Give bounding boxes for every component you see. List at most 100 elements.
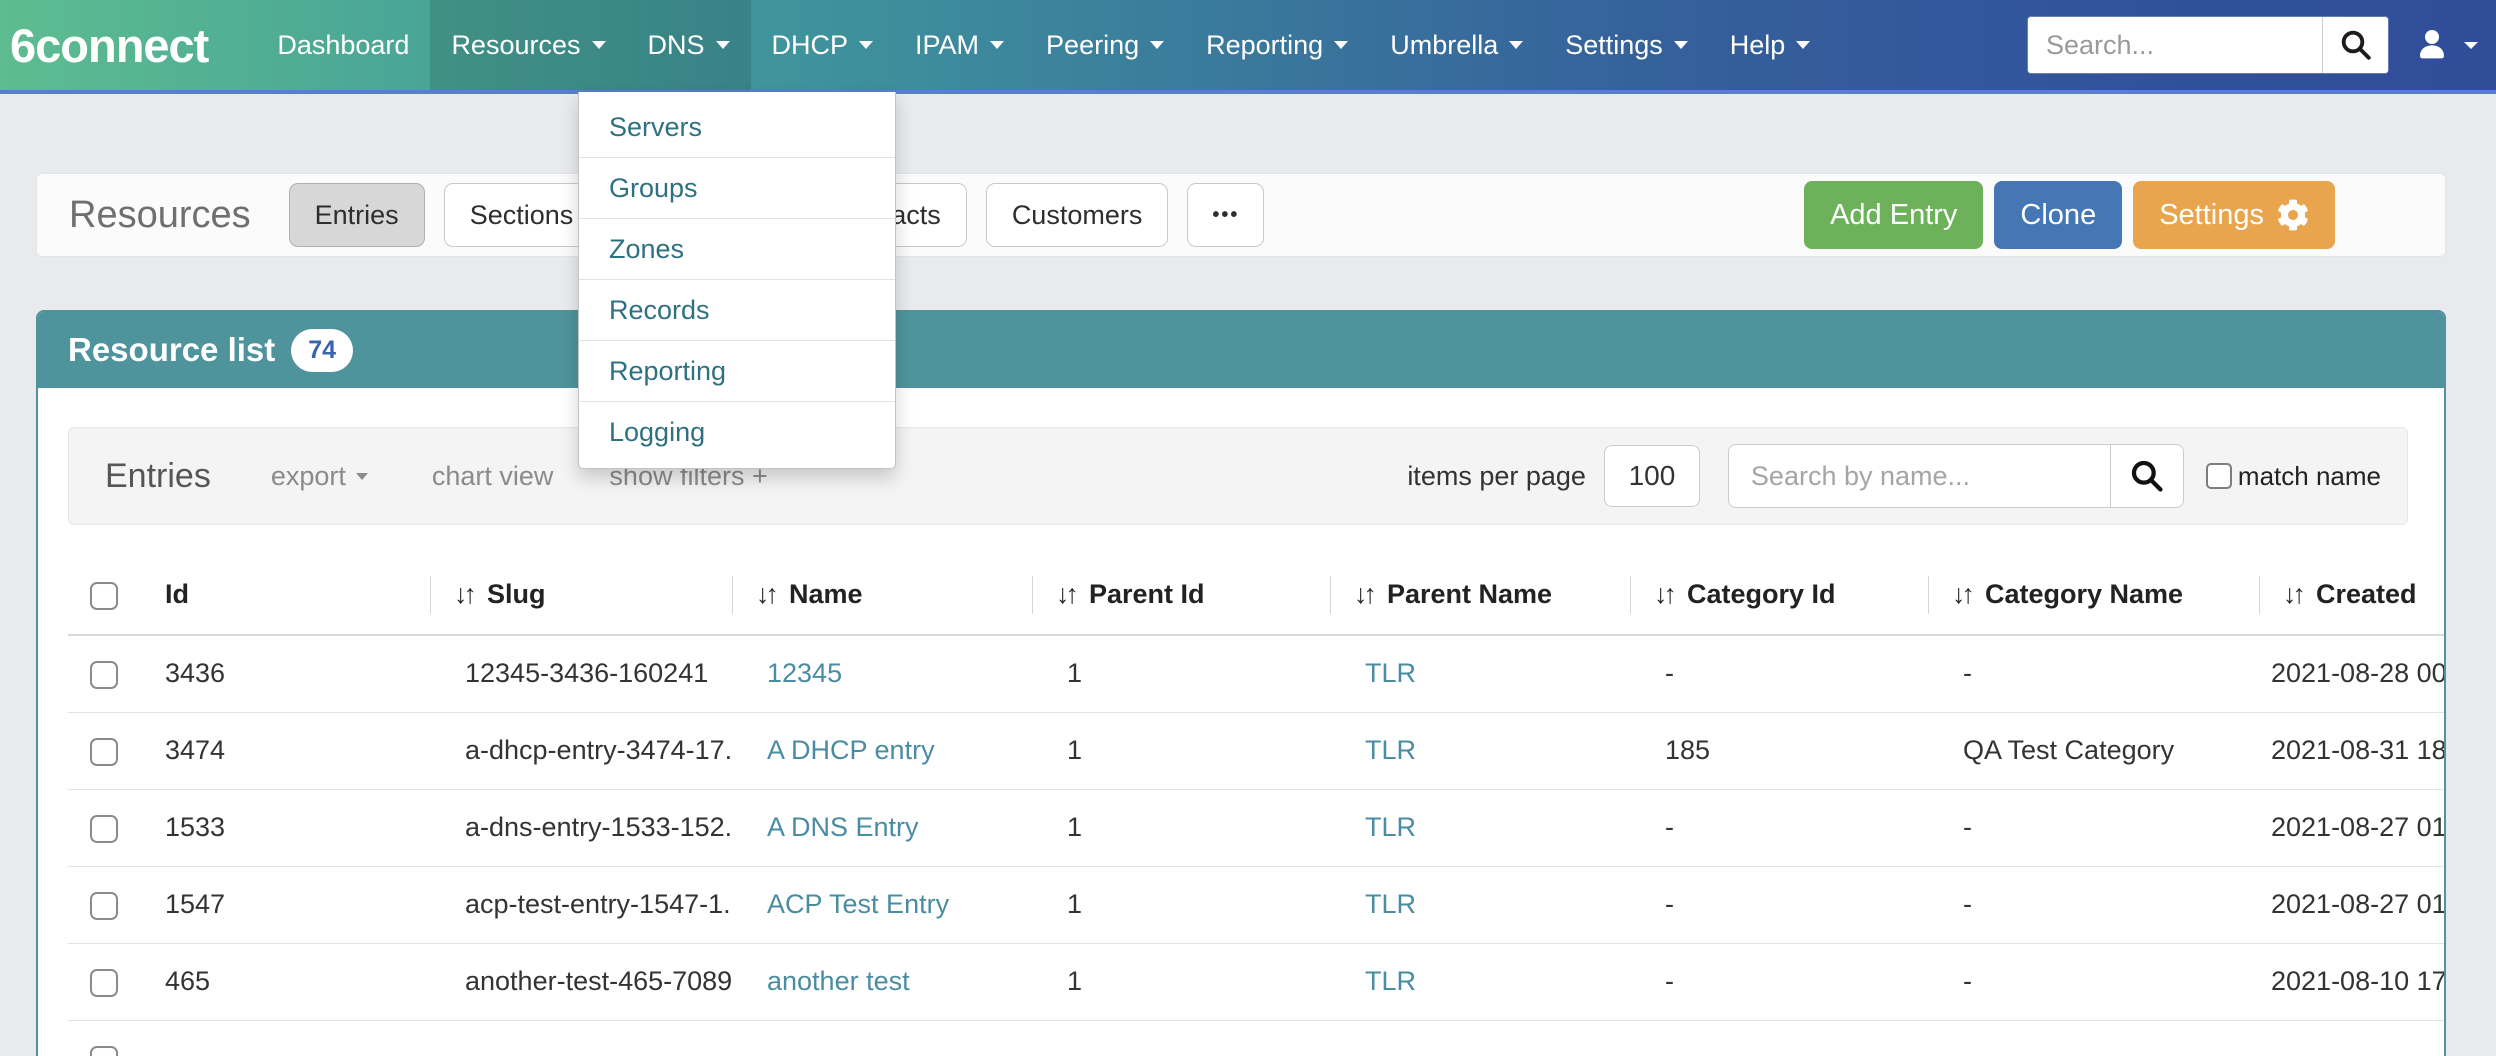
entries-title: Entries [105, 456, 211, 495]
column-header-slug[interactable]: ↓↑ Slug [430, 555, 732, 636]
row-checkbox[interactable] [90, 814, 118, 843]
row-checkbox[interactable] [90, 1045, 118, 1056]
cell-parent-id: 1 [1032, 789, 1330, 867]
user-menu[interactable] [2412, 25, 2478, 65]
parent-name-link[interactable]: TLR [1365, 812, 1417, 842]
nav-item-ipam[interactable]: IPAM [894, 0, 1025, 90]
row-checkbox[interactable] [90, 661, 118, 690]
column-header-parent-id[interactable]: ↓↑ Parent Id [1032, 555, 1330, 636]
dns-menu-item-zones[interactable]: Zones [579, 219, 895, 280]
nav-item-dns[interactable]: DNS [626, 0, 751, 90]
sort-icon[interactable]: ↓↑ [2283, 579, 2306, 609]
chevron-down-icon [1150, 41, 1165, 49]
column-header-parent-name[interactable]: ↓↑ Parent Name [1330, 555, 1630, 636]
row-checkbox[interactable] [90, 968, 118, 997]
column-header-name[interactable]: ↓↑ Name [732, 555, 1032, 636]
cell-id: 3474 [165, 712, 430, 790]
dns-menu-item-records[interactable]: Records [579, 280, 895, 341]
items-per-page-input[interactable] [1603, 445, 1700, 507]
column-header-id[interactable]: Id [165, 555, 430, 636]
nav-item-help[interactable]: Help [1709, 0, 1832, 90]
resource-list-panel: Resource list 74 Entries export chart vi… [36, 310, 2446, 1056]
dns-menu-item-groups[interactable]: Groups [579, 158, 895, 219]
chevron-down-icon [1673, 41, 1688, 49]
parent-name-link[interactable]: TLR [1365, 889, 1417, 919]
tab-customers[interactable]: Customers [985, 183, 1169, 247]
global-search-input[interactable] [2028, 17, 2322, 73]
cell-parent-id [1032, 1020, 1330, 1056]
chevron-down-icon [1796, 41, 1811, 49]
export-dropdown[interactable]: export [271, 461, 368, 492]
cell-category-id: - [1630, 866, 1928, 944]
column-header-category-name[interactable]: ↓↑ Category Name [1928, 555, 2259, 636]
nav-item-resources[interactable]: Resources [430, 0, 627, 90]
table-search-button[interactable] [2109, 444, 2184, 508]
entry-name-link[interactable]: A DHCP entry [767, 735, 935, 765]
cell-parent-name [1330, 1020, 1630, 1056]
add-entry-button[interactable]: Add Entry [1804, 181, 1984, 249]
chart-view-link[interactable]: chart view [431, 460, 554, 491]
resource-list-title: Resource list [68, 331, 276, 368]
table-row: 1533 a-dns-entry-1533-152... A DNS Entry… [68, 789, 2444, 867]
table-search-input[interactable] [1727, 444, 2110, 508]
dns-menu-item-servers[interactable]: Servers [579, 97, 895, 158]
parent-name-link[interactable]: TLR [1365, 735, 1417, 765]
cell-id: 1533 [165, 789, 430, 867]
entry-name-link[interactable]: ACP Test Entry [767, 889, 950, 919]
nav-item-dhcp[interactable]: DHCP [751, 0, 895, 90]
select-all-cell [68, 555, 165, 636]
tab-sections[interactable]: Sections [443, 183, 600, 247]
nav-item-reporting[interactable]: Reporting [1185, 0, 1369, 90]
row-checkbox[interactable] [90, 737, 118, 766]
global-search [2028, 17, 2388, 73]
cell-category-name: - [1928, 635, 2259, 713]
global-search-button[interactable] [2322, 17, 2388, 73]
chevron-down-icon [715, 41, 730, 49]
row-select-cell [68, 635, 165, 713]
nav-item-settings[interactable]: Settings [1544, 0, 1709, 90]
row-checkbox[interactable] [90, 891, 118, 920]
match-name-checkbox[interactable] [2205, 463, 2232, 489]
sort-icon[interactable]: ↓↑ [454, 579, 477, 609]
cell-parent-name: TLR [1330, 712, 1630, 790]
entry-name-link[interactable]: 12345 [767, 658, 843, 689]
tab-more[interactable]: ••• [1187, 183, 1265, 247]
page-header-bar: Resources Entries Sections Contacts Cust… [36, 173, 2446, 257]
cell-parent-id: 1 [1032, 712, 1330, 790]
sort-icon[interactable]: ↓↑ [1654, 579, 1677, 609]
cell-id [165, 1020, 430, 1056]
column-header-created[interactable]: ↓↑ Created [2259, 555, 2444, 636]
settings-button[interactable]: Settings [2133, 181, 2335, 249]
chevron-down-icon [1334, 41, 1349, 49]
sort-icon[interactable]: ↓↑ [1354, 579, 1377, 609]
brand-logo[interactable]: 6connect [10, 18, 209, 72]
tab-entries[interactable]: Entries [288, 183, 425, 247]
dns-menu-item-logging[interactable]: Logging [609, 417, 706, 447]
entries-toolbar: Entries export chart view show filters +… [68, 427, 2408, 525]
match-name-toggle[interactable]: match name [2205, 460, 2381, 492]
cell-created: 2021-08-10 17 [2259, 943, 2444, 1021]
match-name-label: match name [2237, 460, 2381, 491]
entries-table-wrap: Id ↓↑ Slug ↓↑ Name ↓↑ Parent Id ↓↑ Parent Na… [68, 555, 2444, 1056]
cell-name: ACP Test Entry [732, 866, 1032, 944]
sort-icon[interactable]: ↓↑ [1952, 579, 1975, 609]
entry-name-link[interactable]: A DNS Entry [767, 812, 919, 842]
table-row [68, 1020, 2444, 1056]
sort-icon[interactable]: ↓↑ [1056, 579, 1079, 609]
dns-menu-item-reporting[interactable]: Reporting [579, 341, 895, 402]
nav-item-peering[interactable]: Peering [1025, 0, 1185, 90]
entry-name-link[interactable]: another test [767, 966, 910, 996]
parent-name-link[interactable]: TLR [1365, 658, 1417, 689]
cell-created: 2021-08-27 01 [2259, 789, 2444, 867]
select-all-checkbox[interactable] [90, 581, 118, 610]
nav-item-umbrella[interactable]: Umbrella [1369, 0, 1544, 90]
nav-item-dashboard[interactable]: Dashboard [277, 29, 410, 60]
chevron-down-icon [2464, 41, 2478, 49]
cell-name: 12345 [732, 635, 1032, 713]
parent-name-link[interactable]: TLR [1365, 966, 1417, 996]
clone-button[interactable]: Clone [1994, 181, 2123, 249]
column-header-category-id[interactable]: ↓↑ Category Id [1630, 555, 1928, 636]
dns-dropdown-menu: Servers Groups Zones Records Reporting L… [578, 92, 896, 469]
sort-icon[interactable]: ↓↑ [756, 579, 779, 609]
cell-category-name: - [1928, 943, 2259, 1021]
